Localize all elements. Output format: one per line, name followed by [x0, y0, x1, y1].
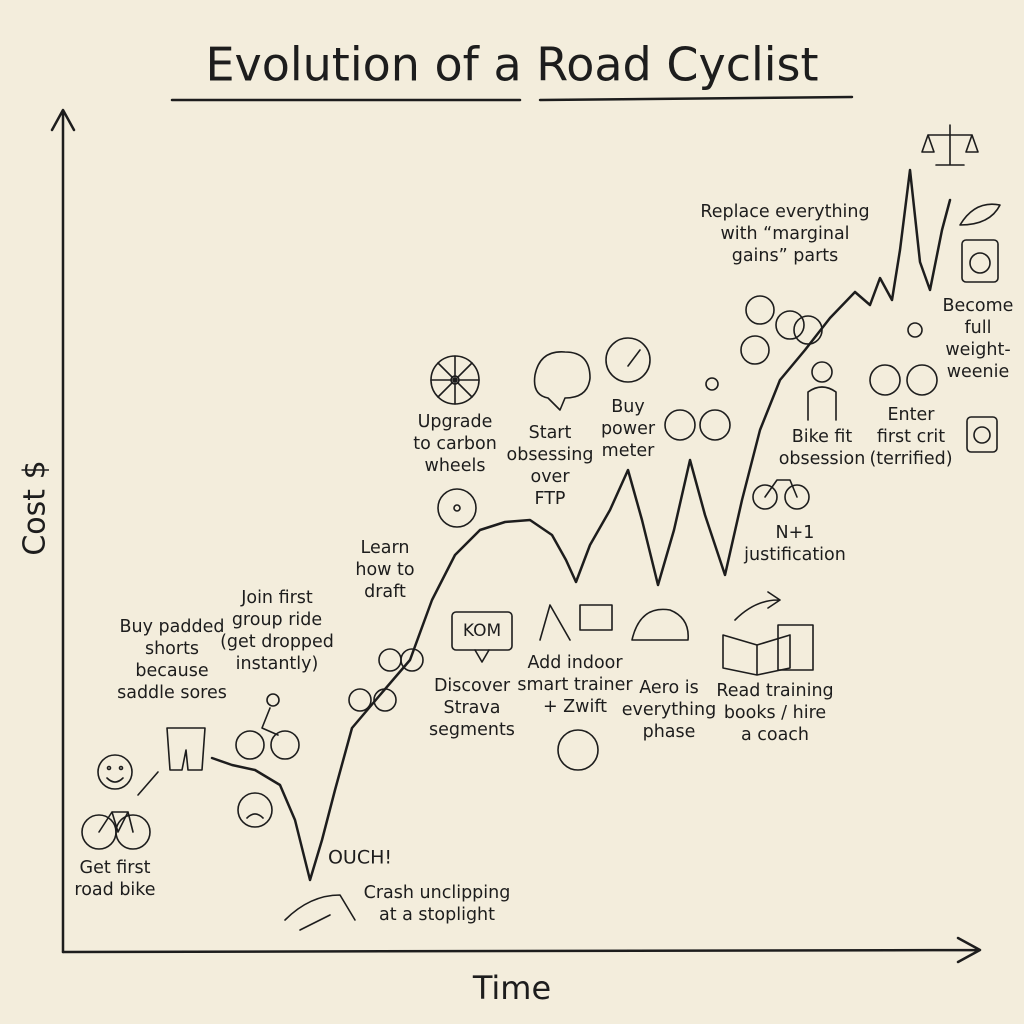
annotation-line: Read training	[716, 681, 833, 701]
annotation-line: Crash unclipping	[364, 883, 511, 903]
annotation-line: (terrified)	[869, 449, 952, 469]
annotation-line: weenie	[947, 362, 1010, 382]
annotation-line: Join first	[240, 588, 313, 608]
annotation-line: Buy	[611, 397, 644, 417]
annotation-line: everything	[622, 700, 716, 720]
annotation-line: smart trainer	[517, 675, 633, 695]
annotation-line: full	[965, 318, 992, 338]
annotation-line: (get dropped	[220, 632, 334, 652]
annotation-line: obsession	[779, 449, 866, 469]
annotation-line: draft	[364, 582, 406, 602]
annotation-line: road bike	[74, 880, 155, 900]
y-axis	[50, 108, 76, 954]
annotation-line: Buy padded	[120, 617, 225, 637]
y-axis-label: Cost $	[18, 460, 53, 555]
annotation-line: N+1	[776, 523, 815, 543]
annotation-line: gains” parts	[732, 246, 839, 266]
annotation-line: Aero is	[639, 678, 699, 698]
annotation-line: group ride	[232, 610, 322, 630]
icons	[81, 124, 1001, 931]
annotation-line: weight-	[945, 340, 1010, 360]
annotation-line: + Zwift	[543, 697, 607, 717]
annotation-line: phase	[643, 722, 696, 742]
annotation-line: FTP	[534, 489, 565, 509]
annotation-line: obsessing	[507, 445, 594, 465]
annotation-line: with “marginal	[720, 224, 849, 244]
annotation-line: Learn	[361, 538, 410, 558]
annotation-line: Start	[529, 423, 572, 443]
x-axis-label: Time	[472, 969, 551, 1007]
annotation-line: saddle sores	[117, 683, 227, 703]
annotation-line: Strava	[444, 698, 501, 718]
annotation-line: Discover	[434, 676, 511, 696]
annotation-line: first crit	[877, 427, 945, 447]
annotation-line: Upgrade	[418, 412, 493, 432]
annotation-line: segments	[429, 720, 515, 740]
annotation-line: Get first	[80, 858, 151, 878]
annotation-line: a coach	[741, 725, 809, 745]
annotation-line: power	[601, 419, 656, 439]
title: Evolution of a Road Cyclist	[205, 38, 818, 92]
annotation-line: at a stoplight	[379, 905, 495, 925]
annotation-line: books / hire	[724, 703, 826, 723]
x-axis	[61, 936, 982, 964]
annotation-line: instantly)	[236, 654, 319, 674]
ouch-label: OUCH!	[328, 847, 392, 869]
annotation-line: how to	[355, 560, 414, 580]
annotation-line: to carbon	[413, 434, 497, 454]
annotation-line: over	[530, 467, 570, 487]
annotation-line: Become	[943, 296, 1014, 316]
title-underline	[170, 95, 854, 102]
annotation-line: wheels	[425, 456, 486, 476]
annotation-line: justification	[743, 545, 846, 565]
annotation-line: shorts	[145, 639, 199, 659]
annotation-line: because	[135, 661, 208, 681]
annotation-line: Bike fit	[792, 427, 853, 447]
annotation-line: Enter	[888, 405, 936, 425]
cost-curve	[210, 168, 952, 882]
annotation-line: meter	[602, 441, 655, 461]
annotation-line: Add indoor	[527, 653, 623, 673]
annotation-line: Replace everything	[700, 202, 869, 222]
kom-label: KOM	[463, 621, 501, 641]
